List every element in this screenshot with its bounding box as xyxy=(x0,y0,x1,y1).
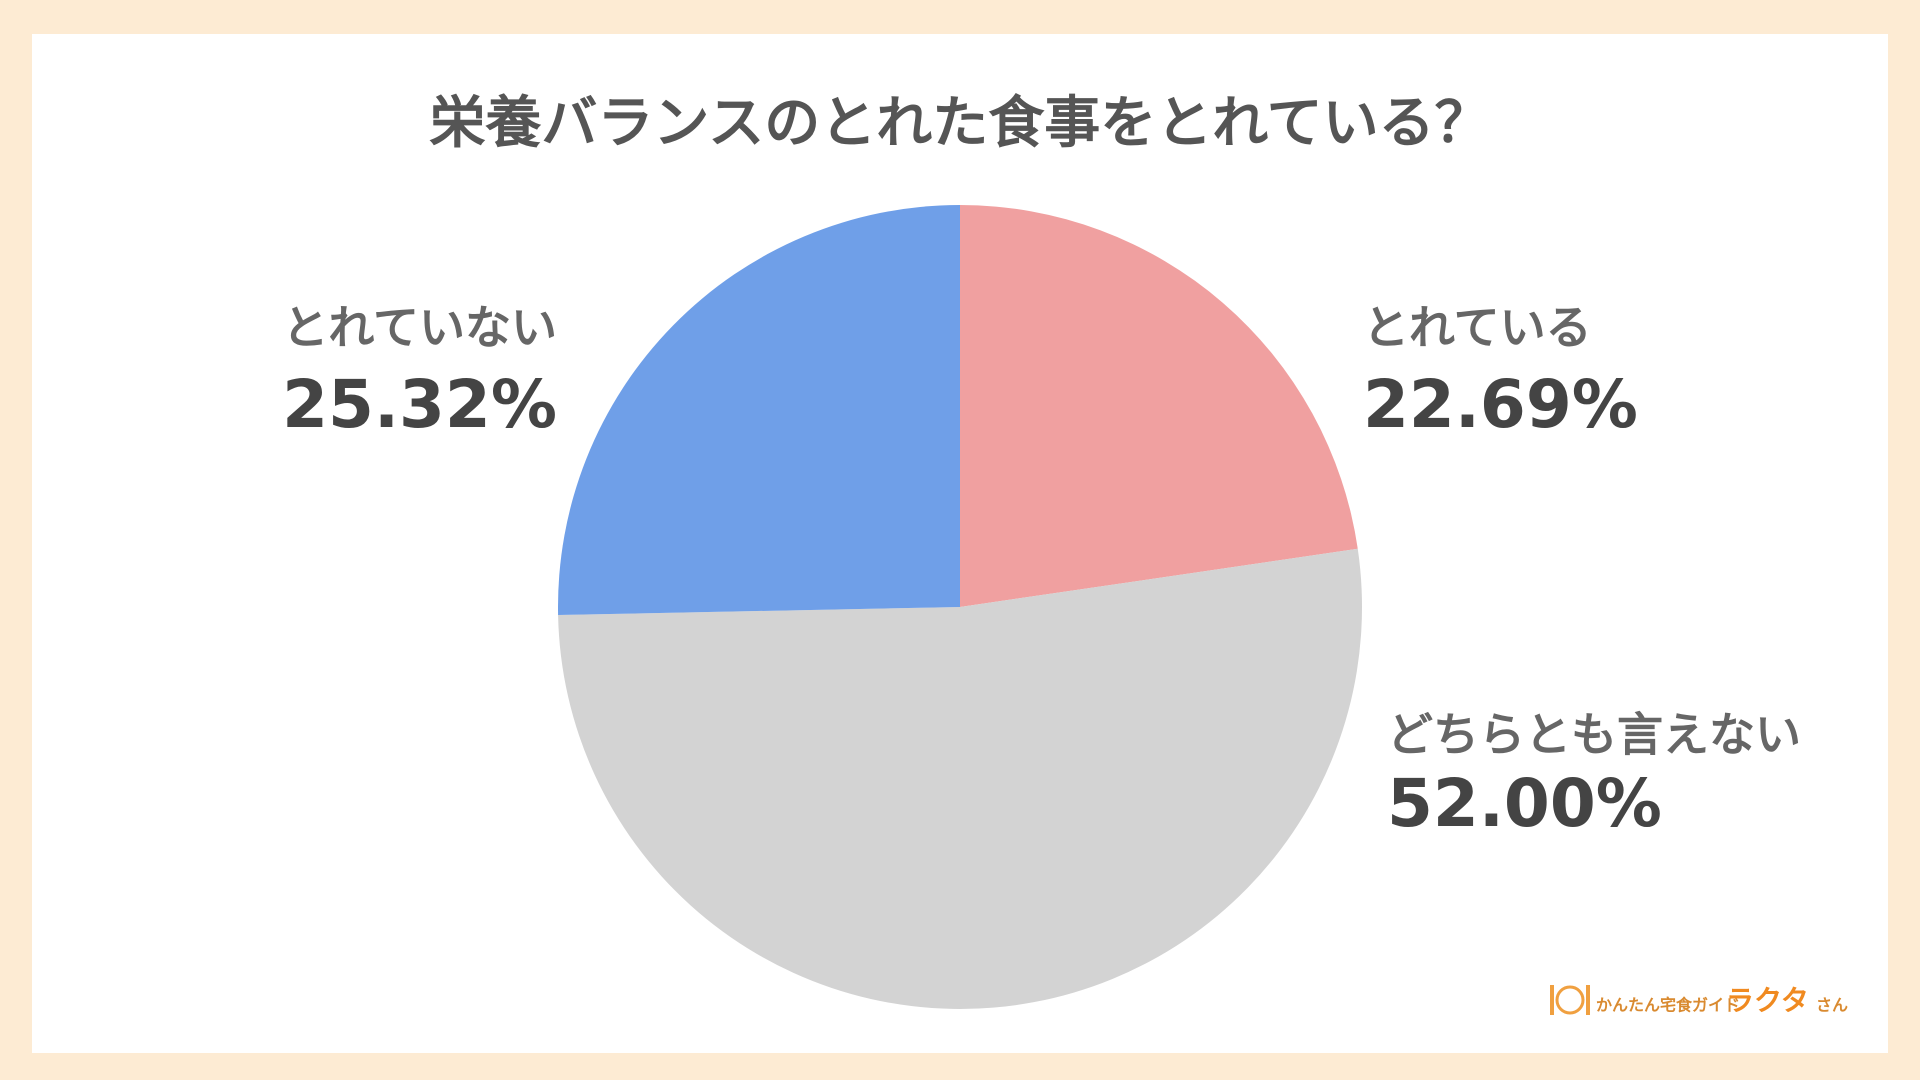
slice-label: とれていない xyxy=(282,301,557,355)
logo: かんたん宅食ガイド ラクタ さん xyxy=(1550,984,1848,1017)
logo-tagline: かんたん宅食ガイド xyxy=(1596,996,1740,1015)
logo-suffix: さん xyxy=(1816,996,1848,1015)
pie-slice xyxy=(960,205,1358,607)
chart-title: 栄養バランスのとれた食事をとれている？ xyxy=(429,91,1490,156)
value-label: 52.00% xyxy=(1387,765,1662,842)
pie-slice xyxy=(558,548,1362,1009)
logo-icon xyxy=(1550,985,1554,1015)
value-label: 22.69% xyxy=(1363,366,1638,443)
logo-icon xyxy=(1555,985,1585,1015)
slice-label: どちらとも言えない xyxy=(1387,708,1801,762)
value-label: 25.32% xyxy=(282,366,557,443)
pie-slice xyxy=(557,205,960,616)
logo-icon xyxy=(1586,985,1590,1015)
logo-name: ラクタ xyxy=(1726,984,1809,1017)
slice-label: とれている xyxy=(1363,301,1592,355)
